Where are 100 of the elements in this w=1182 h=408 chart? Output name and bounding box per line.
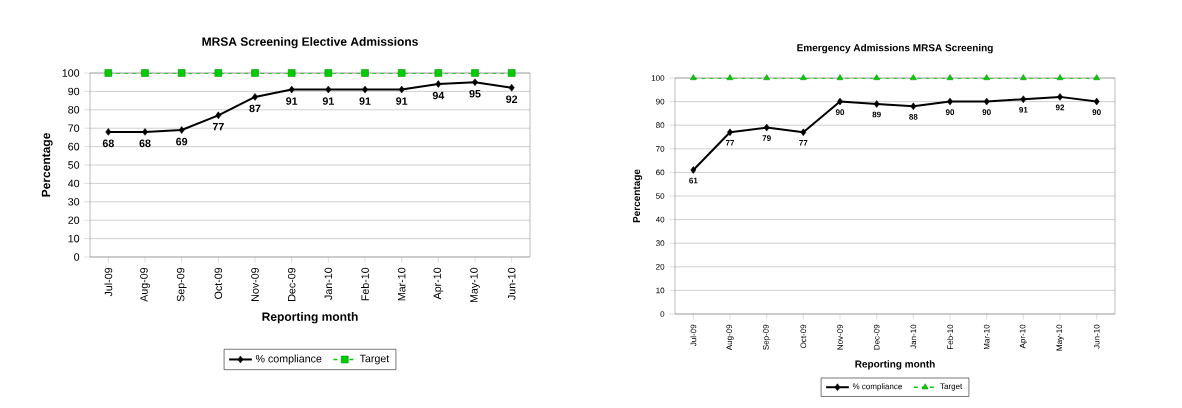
- point: [142, 128, 148, 136]
- y-tick-label: 10: [656, 287, 665, 294]
- point: [104, 69, 113, 77]
- data-label: 90: [1092, 109, 1101, 115]
- y-tick-label: 10: [68, 234, 80, 243]
- y-tick-label: 30: [656, 240, 665, 247]
- legend-label: % compliance: [852, 383, 902, 391]
- legend-label: Target: [359, 354, 390, 365]
- point: [141, 69, 149, 77]
- point: [763, 123, 770, 132]
- data-label: 94: [432, 91, 445, 100]
- data-label: 69: [176, 137, 188, 146]
- x-tick-label: Aug-09: [726, 324, 734, 351]
- x-tick-label: Dec-09: [287, 267, 296, 301]
- point: [836, 74, 844, 81]
- x-tick-label: Apr-10: [1019, 324, 1027, 349]
- point: [288, 85, 295, 94]
- point: [1020, 95, 1027, 104]
- point: [214, 69, 223, 77]
- legend-label: % compliance: [255, 354, 322, 365]
- point: [252, 93, 258, 101]
- x-tick-label: Jun-10: [1093, 324, 1100, 349]
- y-tick-label: 60: [656, 169, 665, 176]
- data-label: 77: [725, 140, 735, 146]
- data-label: 95: [469, 89, 481, 98]
- point: [325, 85, 332, 94]
- x-tick-label: Feb-10: [947, 324, 953, 350]
- data-label: 68: [139, 139, 151, 148]
- data-label: 88: [909, 114, 918, 120]
- point: [800, 74, 807, 81]
- y-tick-label: 60: [68, 142, 80, 151]
- point: [873, 74, 880, 81]
- y-tick-label: 80: [68, 106, 80, 114]
- data-label: 91: [359, 97, 371, 105]
- x-tick-label: Nov-09: [251, 267, 259, 301]
- x-tick-label: Jan-10: [324, 267, 333, 300]
- point: [983, 74, 990, 81]
- point: [434, 69, 443, 77]
- data-label: 91: [322, 97, 334, 105]
- data-label: 61: [689, 177, 698, 184]
- point: [763, 74, 770, 81]
- x-tick-label: Jun-10: [507, 267, 516, 300]
- point: [1093, 97, 1100, 106]
- data-label: 89: [872, 111, 881, 118]
- point: [507, 69, 516, 77]
- legend-label: Target: [940, 383, 963, 391]
- chart-title: Emergency Admissions MRSA Screening: [797, 43, 993, 54]
- y-tick-label: 90: [656, 98, 665, 105]
- data-label: 92: [1055, 104, 1065, 111]
- y-tick-label: 100: [651, 75, 665, 81]
- point: [1093, 74, 1100, 81]
- point: [910, 102, 917, 111]
- point: [983, 97, 990, 106]
- y-tick-label: 0: [660, 311, 665, 317]
- y-tick-label: 80: [656, 122, 665, 129]
- point: [397, 69, 406, 77]
- point: [800, 128, 807, 137]
- point: [435, 80, 442, 88]
- point: [251, 69, 259, 77]
- point: [910, 74, 917, 81]
- point: [508, 83, 515, 92]
- data-label: 77: [799, 140, 808, 146]
- point: [690, 166, 697, 174]
- x-tick-label: Dec-09: [873, 324, 880, 350]
- x-tick-label: Oct-09: [214, 267, 223, 299]
- data-label: 77: [212, 123, 224, 131]
- point: [398, 85, 405, 94]
- data-label: 90: [982, 109, 991, 115]
- data-label: 68: [102, 139, 114, 148]
- point: [178, 126, 185, 134]
- y-tick-label: 50: [68, 161, 80, 169]
- y-tick-label: 20: [656, 263, 665, 270]
- point: [726, 74, 734, 81]
- point: [287, 69, 296, 77]
- x-axis-title: Reporting month: [262, 312, 358, 324]
- y-tick-label: 30: [68, 198, 80, 206]
- data-label: 91: [396, 97, 408, 105]
- data-label: 90: [835, 109, 845, 115]
- y-axis-title: Percentage: [633, 169, 643, 223]
- data-label: 91: [286, 97, 298, 105]
- data-label: 92: [506, 95, 518, 103]
- y-tick-label: 40: [655, 216, 665, 223]
- x-tick-label: Mar-10: [397, 267, 406, 301]
- point: [690, 74, 697, 81]
- y-tick-label: 40: [67, 179, 80, 188]
- x-tick-label: Jul-09: [104, 267, 113, 297]
- point: [946, 74, 954, 81]
- x-axis-title: Reporting month: [855, 360, 935, 370]
- y-tick-label: 100: [62, 69, 80, 77]
- data-label: 91: [1019, 106, 1028, 113]
- point: [1057, 93, 1063, 101]
- point: [1020, 74, 1027, 81]
- y-tick-label: 70: [68, 124, 80, 132]
- x-tick-label: Aug-09: [140, 267, 150, 302]
- x-tick-label: Sep-09: [763, 324, 771, 350]
- point: [472, 78, 478, 86]
- x-tick-label: Sep-09: [176, 267, 187, 302]
- point: [1056, 74, 1064, 81]
- x-tick-label: May-10: [470, 267, 480, 303]
- point: [105, 128, 112, 136]
